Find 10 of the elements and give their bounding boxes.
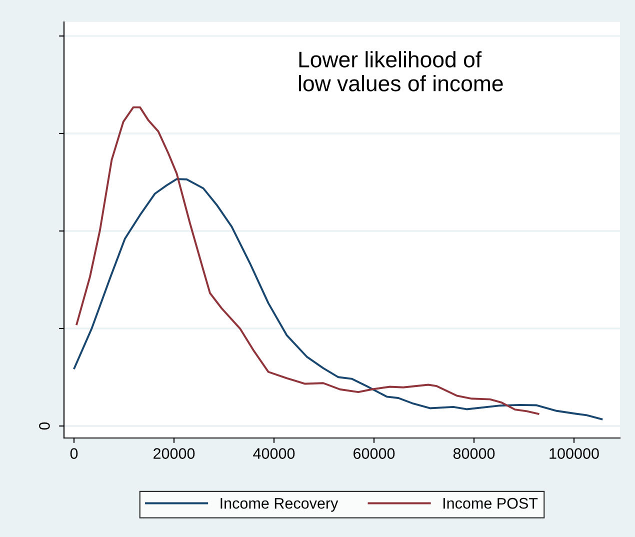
legend-label: Income Recovery [220, 498, 338, 512]
text: Lower likelihood of low values of income [299, 51, 503, 92]
x-tick-label: 80000 [453, 448, 495, 459]
x-tick-label: 100000 [550, 448, 599, 459]
text: 0 [39, 422, 50, 430]
x-tick-label: 60000 [354, 448, 395, 459]
x-tick-label: 40000 [253, 448, 295, 459]
x-tick-label: 20000 [154, 448, 195, 459]
x-tick-label: 0 [70, 448, 78, 459]
legend-label: Income POST [443, 498, 538, 509]
